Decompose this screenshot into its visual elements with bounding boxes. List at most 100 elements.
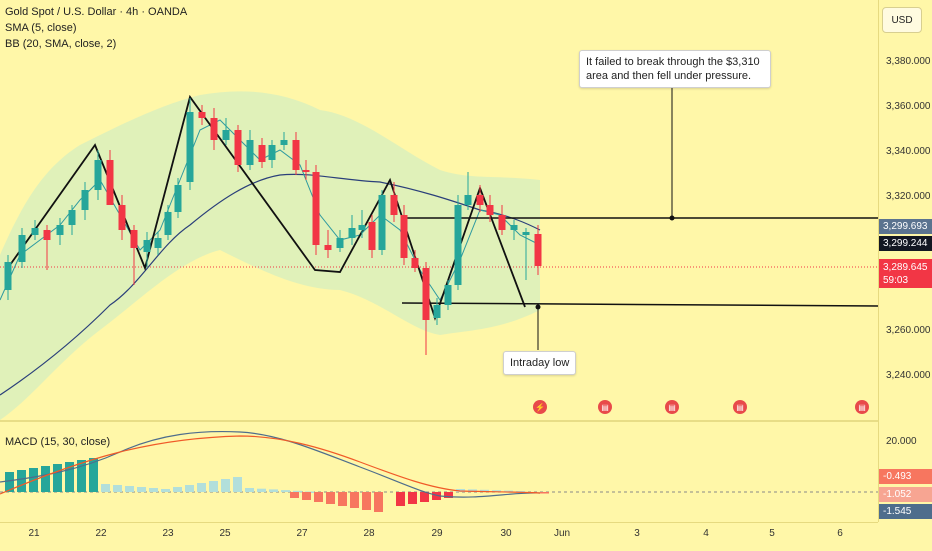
histogram-bar	[209, 481, 218, 492]
date-label: 6	[837, 528, 843, 539]
macd-histogram	[5, 458, 549, 512]
histogram-bar	[233, 477, 242, 492]
histogram-bar	[137, 487, 146, 492]
candle-body	[118, 205, 126, 230]
flash-event-icon[interactable]: ⚡	[533, 400, 547, 414]
candle-body	[81, 190, 89, 210]
price-axis-label: 3,260.000	[886, 325, 931, 336]
low-note-anchor	[535, 304, 541, 310]
candle-body	[411, 258, 419, 268]
histogram-bar	[432, 492, 441, 500]
resistance-note[interactable]: It failed to break through the $3,310 ar…	[579, 50, 771, 88]
candle-body	[222, 130, 230, 140]
date-label: 30	[500, 528, 512, 539]
candle-body	[368, 222, 376, 250]
candle-body	[143, 240, 151, 252]
histogram-bar	[420, 492, 429, 502]
candle-body	[4, 262, 12, 290]
histogram-bar	[65, 462, 74, 492]
current-price-value: 3,289.645	[883, 261, 928, 273]
histogram-bar	[53, 464, 62, 492]
macd-svg	[0, 430, 878, 512]
histogram-bar	[185, 485, 194, 492]
currency-button[interactable]: USD	[882, 7, 922, 33]
candle-body	[94, 160, 102, 190]
candle-body	[210, 118, 218, 140]
candle-body	[348, 228, 356, 238]
date-label: 27	[296, 528, 308, 539]
candle-body	[31, 228, 39, 235]
macd-legend[interactable]: MACD (15, 30, close)	[5, 436, 111, 448]
date-label: 21	[28, 528, 40, 539]
candle-body	[130, 230, 138, 248]
histogram-bar	[101, 484, 110, 492]
histogram-bar	[293, 490, 302, 493]
histogram-bar	[221, 479, 230, 492]
candle-body	[454, 205, 462, 285]
candle-body	[336, 238, 344, 248]
candle-body	[164, 212, 172, 235]
candle-body	[444, 285, 452, 305]
histogram-bar	[5, 472, 14, 492]
candle-body	[292, 140, 300, 170]
date-label: 29	[431, 528, 443, 539]
histogram-bar	[396, 492, 405, 506]
candle-body	[358, 225, 366, 230]
candle-body	[234, 130, 242, 165]
symbol-legend[interactable]: Gold Spot / U.S. Dollar · 4h · OANDA	[5, 6, 188, 18]
macd-pane[interactable]	[0, 422, 878, 522]
histogram-bar	[362, 492, 371, 510]
sma-legend[interactable]: SMA (5, close)	[5, 22, 77, 34]
histogram-bar	[408, 492, 417, 504]
histogram-value-tag: -1.545	[879, 504, 932, 519]
current-price-tag: 3,289.645 59:03	[879, 259, 932, 288]
histogram-bar	[504, 490, 513, 493]
histogram-bar	[149, 488, 158, 492]
news-event-icon[interactable]: ▤	[855, 400, 869, 414]
candle-body	[246, 140, 254, 165]
news-event-icon[interactable]: ▤	[598, 400, 612, 414]
resistance-price-tag: 3,299.693	[879, 219, 932, 234]
histogram-bar	[374, 492, 383, 512]
candle-body	[324, 245, 332, 250]
candle-body	[280, 140, 288, 145]
news-event-icon[interactable]: ▤	[733, 400, 747, 414]
candle-body	[400, 215, 408, 258]
bb-legend[interactable]: BB (20, SMA, close, 2)	[5, 38, 117, 50]
signal-value-tag: -1.052	[879, 487, 932, 502]
date-label: 22	[95, 528, 107, 539]
candle-body	[186, 112, 194, 182]
candle-body	[390, 195, 398, 215]
date-label: 23	[162, 528, 174, 539]
price-chart-svg	[0, 88, 878, 420]
histogram-bar	[77, 460, 86, 492]
price-axis-label: 3,380.000	[886, 56, 931, 67]
histogram-bar	[314, 492, 323, 502]
price-axis-label: 3,340.000	[886, 146, 931, 157]
date-label: Jun	[553, 528, 571, 539]
time-axis[interactable]	[0, 522, 878, 551]
candle-body	[464, 195, 472, 205]
histogram-bar	[290, 492, 299, 498]
intraday-low-note[interactable]: Intraday low	[503, 351, 577, 375]
histogram-bar	[269, 489, 278, 492]
countdown-timer: 59:03	[883, 274, 909, 286]
histogram-bar	[41, 466, 50, 492]
signal-line	[0, 435, 541, 495]
candle-body	[258, 145, 266, 162]
date-label: 28	[363, 528, 375, 539]
candle-body	[476, 195, 484, 205]
histogram-bar	[197, 483, 206, 492]
bollinger-middle-line	[0, 173, 541, 396]
histogram-bar	[125, 486, 134, 492]
candle-body	[312, 172, 320, 245]
candle-body	[302, 170, 310, 172]
histogram-bar	[480, 489, 489, 492]
histogram-bar	[245, 488, 254, 492]
support-line	[401, 302, 878, 307]
candle-body	[198, 112, 206, 118]
news-event-icon[interactable]: ▤	[665, 400, 679, 414]
date-label: 3	[634, 528, 640, 539]
candle-body	[174, 185, 182, 212]
pane-separator[interactable]	[0, 420, 878, 422]
